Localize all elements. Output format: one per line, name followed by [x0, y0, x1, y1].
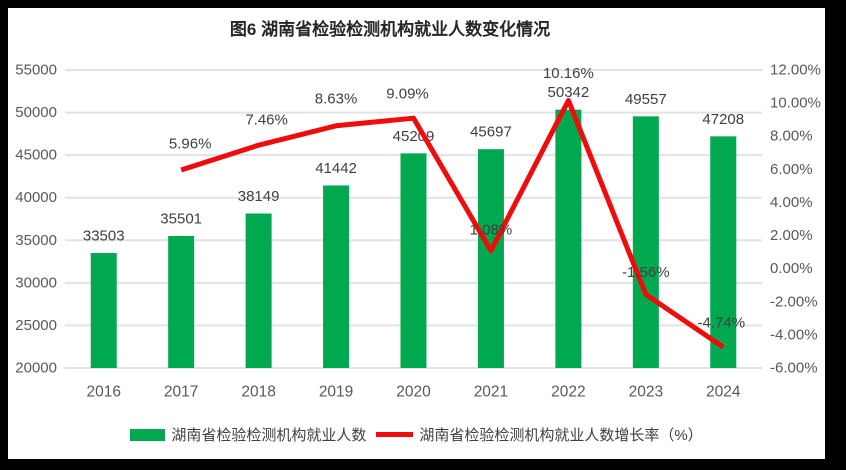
line-value-label-2018: 7.46% [245, 112, 288, 129]
bar-2024 [710, 136, 737, 368]
right-axis-tick: 8.00% [770, 128, 813, 145]
right-axis-tick: -2.00% [770, 293, 818, 310]
x-axis-label-2020: 2020 [396, 384, 431, 401]
right-axis-tick: 6.00% [770, 161, 813, 178]
bar-value-label-2018: 38149 [238, 188, 280, 205]
x-axis-label-2016: 2016 [86, 384, 120, 401]
line-value-label-2021: 1.08% [470, 221, 513, 238]
bar-value-label-2017: 35501 [160, 211, 202, 228]
bar-value-label-2023: 49557 [625, 91, 667, 108]
bar-value-label-2024: 47208 [702, 111, 744, 128]
right-axis-tick: 12.00% [770, 62, 821, 79]
x-axis-label-2021: 2021 [474, 384, 508, 401]
right-axis-tick: 2.00% [770, 227, 813, 244]
bar-2020 [400, 153, 427, 368]
legend-line-label: 湖南省检验检测机构就业人数增长率（%） [419, 427, 703, 444]
line-value-label-2024: -4.74% [698, 315, 746, 332]
left-axis-tick: 55000 [15, 62, 57, 79]
x-axis-label-2024: 2024 [706, 384, 741, 401]
right-axis-tick: -4.00% [770, 326, 818, 343]
line-value-label-2019: 8.63% [315, 90, 358, 107]
left-axis-tick: 20000 [15, 360, 57, 377]
x-axis-label-2018: 2018 [241, 384, 275, 401]
bar-value-label-2022: 50342 [548, 84, 590, 101]
bar-2016 [90, 253, 117, 368]
right-axis-tick: 4.00% [770, 194, 813, 211]
line-value-label-2017: 5.96% [169, 135, 212, 152]
bar-2019 [323, 185, 350, 368]
left-axis-tick: 35000 [15, 232, 57, 249]
right-axis-tick: -6.00% [770, 360, 818, 377]
bar-value-label-2016: 33503 [83, 228, 125, 245]
left-axis-tick: 50000 [15, 104, 57, 121]
bar-2023 [632, 116, 659, 368]
bar-value-label-2019: 41442 [315, 160, 357, 177]
growth-rate-line [180, 97, 725, 350]
left-axis-tick: 30000 [15, 274, 57, 291]
line-value-label-2020: 9.09% [386, 86, 429, 103]
legend-bar-swatch-icon [130, 428, 166, 441]
bar-2022 [555, 109, 582, 368]
legend-line-swatch-icon [376, 432, 414, 437]
legend-bar-label: 湖南省检验检测机构就业人数 [171, 427, 367, 444]
left-axis-tick: 25000 [15, 317, 57, 334]
line-value-label-2022: 10.16% [543, 65, 594, 82]
legend: 湖南省检验检测机构就业人数 湖南省检验检测机构就业人数增长率（%） [8, 424, 825, 445]
bar-value-label-2021: 45697 [470, 124, 512, 141]
x-axis-label-2019: 2019 [319, 384, 353, 401]
x-axis-label-2023: 2023 [629, 384, 663, 401]
bar-2021 [477, 149, 504, 368]
right-axis-tick: 10.00% [770, 95, 821, 112]
x-axis-label-2022: 2022 [551, 384, 585, 401]
line-value-label-2023: -1.56% [622, 264, 670, 281]
legend-item-growth-rate: 湖南省检验检测机构就业人数增长率（%） [376, 424, 703, 445]
bar-2018 [245, 213, 272, 368]
left-axis-tick: 45000 [15, 147, 57, 164]
x-axis-label-2017: 2017 [164, 384, 198, 401]
left-axis-tick: 40000 [15, 189, 57, 206]
legend-item-employment: 湖南省检验检测机构就业人数 [130, 424, 366, 445]
bar-2017 [168, 236, 195, 368]
chart-title: 图6 湖南省检验检测机构就业人数变化情况 [229, 20, 551, 39]
right-axis-tick: 0.00% [770, 260, 813, 277]
